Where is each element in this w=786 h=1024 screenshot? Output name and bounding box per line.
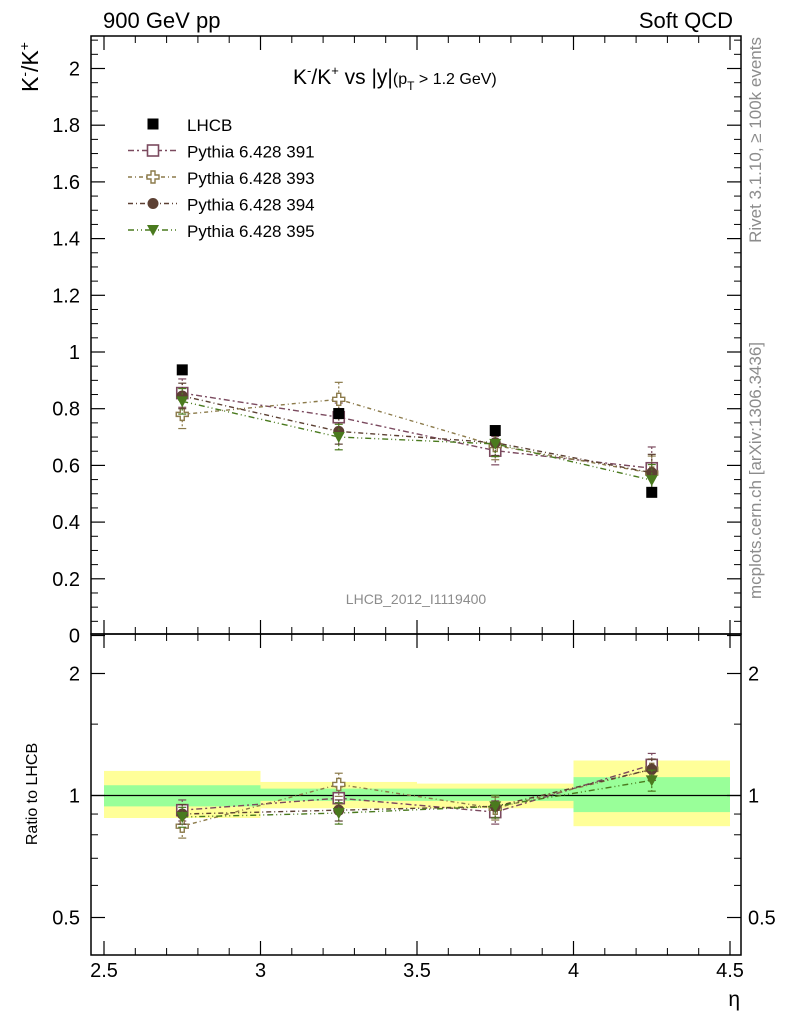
ratio-xtick-label: 3.5	[403, 960, 431, 982]
ratio-series-line	[182, 768, 652, 827]
data-point	[645, 475, 658, 487]
main-ytick-label: 0.2	[52, 569, 80, 591]
main-ytick-label: 0	[69, 626, 80, 648]
legend-item-pythia-6-428-395: Pythia 6.428 395	[128, 222, 315, 241]
ratio-data-point	[645, 775, 658, 787]
series-pythia-6-428-391	[175, 378, 659, 491]
series-line	[182, 398, 652, 474]
ratio-xtick-label: 4.5	[716, 960, 744, 982]
series-pythia-6-428-393	[175, 381, 659, 491]
main-ytick-label: 1	[69, 342, 80, 364]
main-ytick-label: 1.2	[52, 285, 80, 307]
main-ytick-label: 0.4	[52, 512, 80, 534]
ratio-plot-frame	[90, 633, 742, 956]
data-point	[176, 396, 189, 408]
header-right: Soft QCD	[639, 8, 733, 33]
legend-marker	[147, 118, 159, 130]
header-left: 900 GeV pp	[103, 8, 220, 33]
series-lhcb	[176, 364, 658, 498]
main-ylabel: K-/K+	[16, 42, 43, 92]
main-title: K-/K+ vs |y|(pT > 1.2 GeV)	[293, 63, 497, 93]
ratio-ytick-label-left: 0.5	[52, 908, 80, 930]
legend-item-pythia-6-428-393: Pythia 6.428 393	[128, 169, 315, 188]
ratio-series-pythia-6-428-395	[176, 769, 658, 828]
ratio-data-point	[332, 777, 346, 792]
mcplots-source-label: mcplots.cern.ch [arXiv:1306.3436]	[746, 342, 765, 599]
ratio-data-point	[176, 812, 189, 824]
ratio-data-point	[332, 808, 345, 820]
series-line	[182, 395, 652, 474]
ratio-data-point	[646, 763, 658, 775]
legend-label: Pythia 6.428 393	[187, 169, 315, 188]
data-point	[489, 425, 501, 437]
legend-item-pythia-6-428-391: Pythia 6.428 391	[128, 143, 315, 162]
ratio-xlabel: η	[728, 988, 740, 1011]
svg-text:K-/K+: K-/K+	[16, 42, 43, 92]
main-ytick-label: 1.6	[52, 172, 80, 194]
legend-label: LHCB	[187, 116, 232, 135]
ratio-data-point	[489, 801, 502, 813]
legend-item-lhcb: LHCB	[147, 116, 232, 135]
data-point	[332, 392, 346, 407]
main-ytick-label: 0.6	[52, 455, 80, 477]
series-pythia-6-428-394	[176, 382, 658, 492]
legend-label: Pythia 6.428 394	[187, 196, 315, 215]
legend-marker	[146, 170, 160, 184]
ratio-xtick-label: 2.5	[90, 960, 118, 982]
series-line	[182, 392, 652, 469]
ratio-ytick-label-left: 2	[69, 664, 80, 686]
legend-label: Pythia 6.428 395	[187, 222, 315, 241]
series-pythia-6-428-395	[176, 387, 658, 497]
main-ytick-label: 1.4	[52, 229, 80, 251]
data-point	[646, 486, 658, 498]
analysis-watermark: LHCB_2012_I1119400	[346, 591, 487, 607]
ratio-ytick-label-right: 1	[748, 786, 759, 808]
data-point	[176, 364, 188, 376]
main-ytick-label: 2	[69, 59, 80, 81]
data-point	[332, 432, 345, 444]
legend-marker	[147, 198, 159, 209]
data-point	[489, 438, 502, 450]
legend-label: Pythia 6.428 391	[187, 143, 315, 162]
ratio-ylabel: Ratio to LHCB	[24, 743, 41, 845]
data-point	[333, 408, 345, 420]
rivet-version-label: Rivet 3.1.10, ≥ 100k events	[746, 37, 765, 243]
main-ytick-label: 0.8	[52, 399, 80, 421]
main-ytick-label: 1.8	[52, 115, 80, 137]
ratio-ytick-label-right: 2	[748, 664, 759, 686]
legend-item-pythia-6-428-394: Pythia 6.428 394	[128, 196, 315, 215]
legend-marker	[146, 144, 160, 157]
ratio-ytick-label-left: 1	[69, 786, 80, 808]
ratio-uncertainty-band-green	[417, 788, 574, 801]
legend-marker	[147, 225, 159, 236]
series-line	[182, 400, 652, 481]
ratio-xtick-label: 3	[255, 960, 266, 982]
ratio-xtick-label: 4	[568, 960, 579, 982]
ratio-ytick-label-right: 0.5	[748, 908, 776, 930]
ratio-series-line	[182, 779, 652, 818]
ratio-series-line	[182, 764, 652, 813]
